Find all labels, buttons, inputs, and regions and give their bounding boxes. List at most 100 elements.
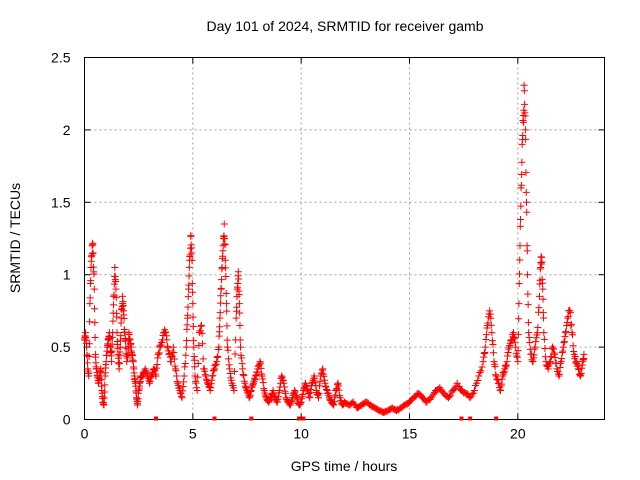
data-point-interp — [571, 352, 579, 360]
data-point — [492, 372, 500, 380]
data-point — [512, 343, 520, 351]
axis-ticks — [84, 57, 605, 420]
data-point-interp — [558, 355, 566, 363]
data-point-interp — [212, 360, 220, 368]
data-point-interp — [526, 338, 534, 346]
data-point-interp — [86, 318, 94, 326]
data-point-interp — [305, 390, 313, 398]
data-point-interp — [172, 367, 180, 375]
data-point-interp — [487, 314, 495, 322]
data-point — [247, 387, 255, 395]
x-tick-label: 20 — [510, 426, 526, 442]
data-point-interp — [578, 364, 586, 372]
data-point — [222, 300, 230, 308]
data-point-interp — [194, 373, 202, 381]
data-point — [206, 387, 214, 395]
data-point-interp — [235, 275, 243, 283]
data-point-interp — [498, 380, 506, 388]
data-point — [580, 350, 588, 358]
data-point-interp — [213, 353, 221, 361]
data-point — [116, 343, 124, 351]
data-point-interp — [257, 359, 265, 367]
data-point-interp — [117, 332, 125, 340]
data-point-interp — [216, 309, 224, 317]
data-point — [315, 394, 322, 402]
data-point-interp — [179, 383, 187, 391]
data-point-interp — [322, 382, 330, 390]
data-point-interp — [518, 158, 526, 166]
data-point-interp — [311, 374, 319, 382]
tick-labels: 0 5 10 15 20 0 0.5 1 1.5 2 2.5 — [51, 50, 526, 442]
zero-marker — [297, 416, 301, 421]
data-point — [308, 379, 316, 387]
x-tick-label: 10 — [293, 426, 309, 442]
data-point-interp — [519, 131, 527, 139]
data-point — [539, 285, 547, 293]
data-point-interp — [188, 256, 196, 264]
data-point-interp — [313, 390, 321, 398]
x-tick-label: 15 — [402, 426, 418, 442]
data-point-interp — [550, 345, 558, 353]
data-point-interp — [112, 277, 120, 285]
data-point-interp — [207, 380, 215, 388]
data-point — [241, 379, 249, 387]
data-point-interp — [88, 250, 96, 258]
data-point — [540, 329, 548, 337]
data-point — [232, 314, 240, 322]
data-point — [278, 372, 286, 380]
data-point — [291, 387, 299, 395]
data-point — [562, 329, 569, 337]
data-point-interp — [265, 397, 273, 405]
data-point — [488, 329, 496, 337]
data-point-interp — [561, 333, 569, 341]
data-point-interp — [510, 335, 518, 343]
data-point-interp — [251, 376, 259, 384]
data-point — [503, 358, 511, 366]
data-point-interp — [494, 376, 502, 384]
data-point-interp — [521, 112, 529, 120]
data-point-interp — [567, 322, 575, 330]
chart-title: Day 101 of 2024, SRMTID for receiver gam… — [206, 18, 483, 34]
y-tick-label: 0.5 — [51, 339, 71, 355]
data-point — [515, 300, 523, 308]
data-point-interp — [316, 382, 324, 390]
data-point-interp — [280, 383, 288, 391]
data-point-interp — [278, 373, 286, 381]
data-point-interp — [481, 348, 489, 356]
data-point-interp — [500, 368, 508, 376]
data-point-interp — [259, 379, 267, 387]
data-point-interp — [154, 354, 162, 362]
data-point-interp — [218, 276, 226, 284]
zero-marker — [154, 416, 158, 421]
data-point-interp — [91, 305, 99, 313]
data-point — [146, 379, 153, 387]
data-point-interp — [306, 389, 314, 397]
data-point-interp — [525, 334, 533, 341]
data-point — [108, 358, 116, 366]
data-point — [213, 358, 221, 366]
data-point-interp — [201, 371, 209, 379]
data-point-interp — [186, 251, 194, 259]
data-point-interp — [511, 334, 519, 342]
data-point-interp — [488, 337, 496, 345]
data-point — [479, 358, 487, 366]
data-point-interp — [577, 369, 585, 377]
data-point-interp — [222, 264, 230, 272]
data-point-interp — [532, 338, 540, 346]
data-point-interp — [329, 399, 337, 407]
data-point-interp — [223, 322, 231, 330]
data-point — [546, 358, 554, 366]
data-point-interp — [235, 291, 243, 299]
data-point — [514, 358, 522, 366]
data-point — [204, 379, 212, 387]
data-point-interp — [233, 303, 241, 311]
data-point-interp — [221, 241, 229, 249]
data-point-interp — [189, 313, 197, 321]
data-point-interp — [192, 379, 200, 387]
data-point-interp — [524, 301, 532, 309]
data-point — [521, 126, 529, 134]
data-point-interp — [231, 368, 239, 376]
data-point-interp — [492, 371, 500, 379]
data-point — [188, 249, 196, 257]
data-point — [531, 343, 539, 351]
